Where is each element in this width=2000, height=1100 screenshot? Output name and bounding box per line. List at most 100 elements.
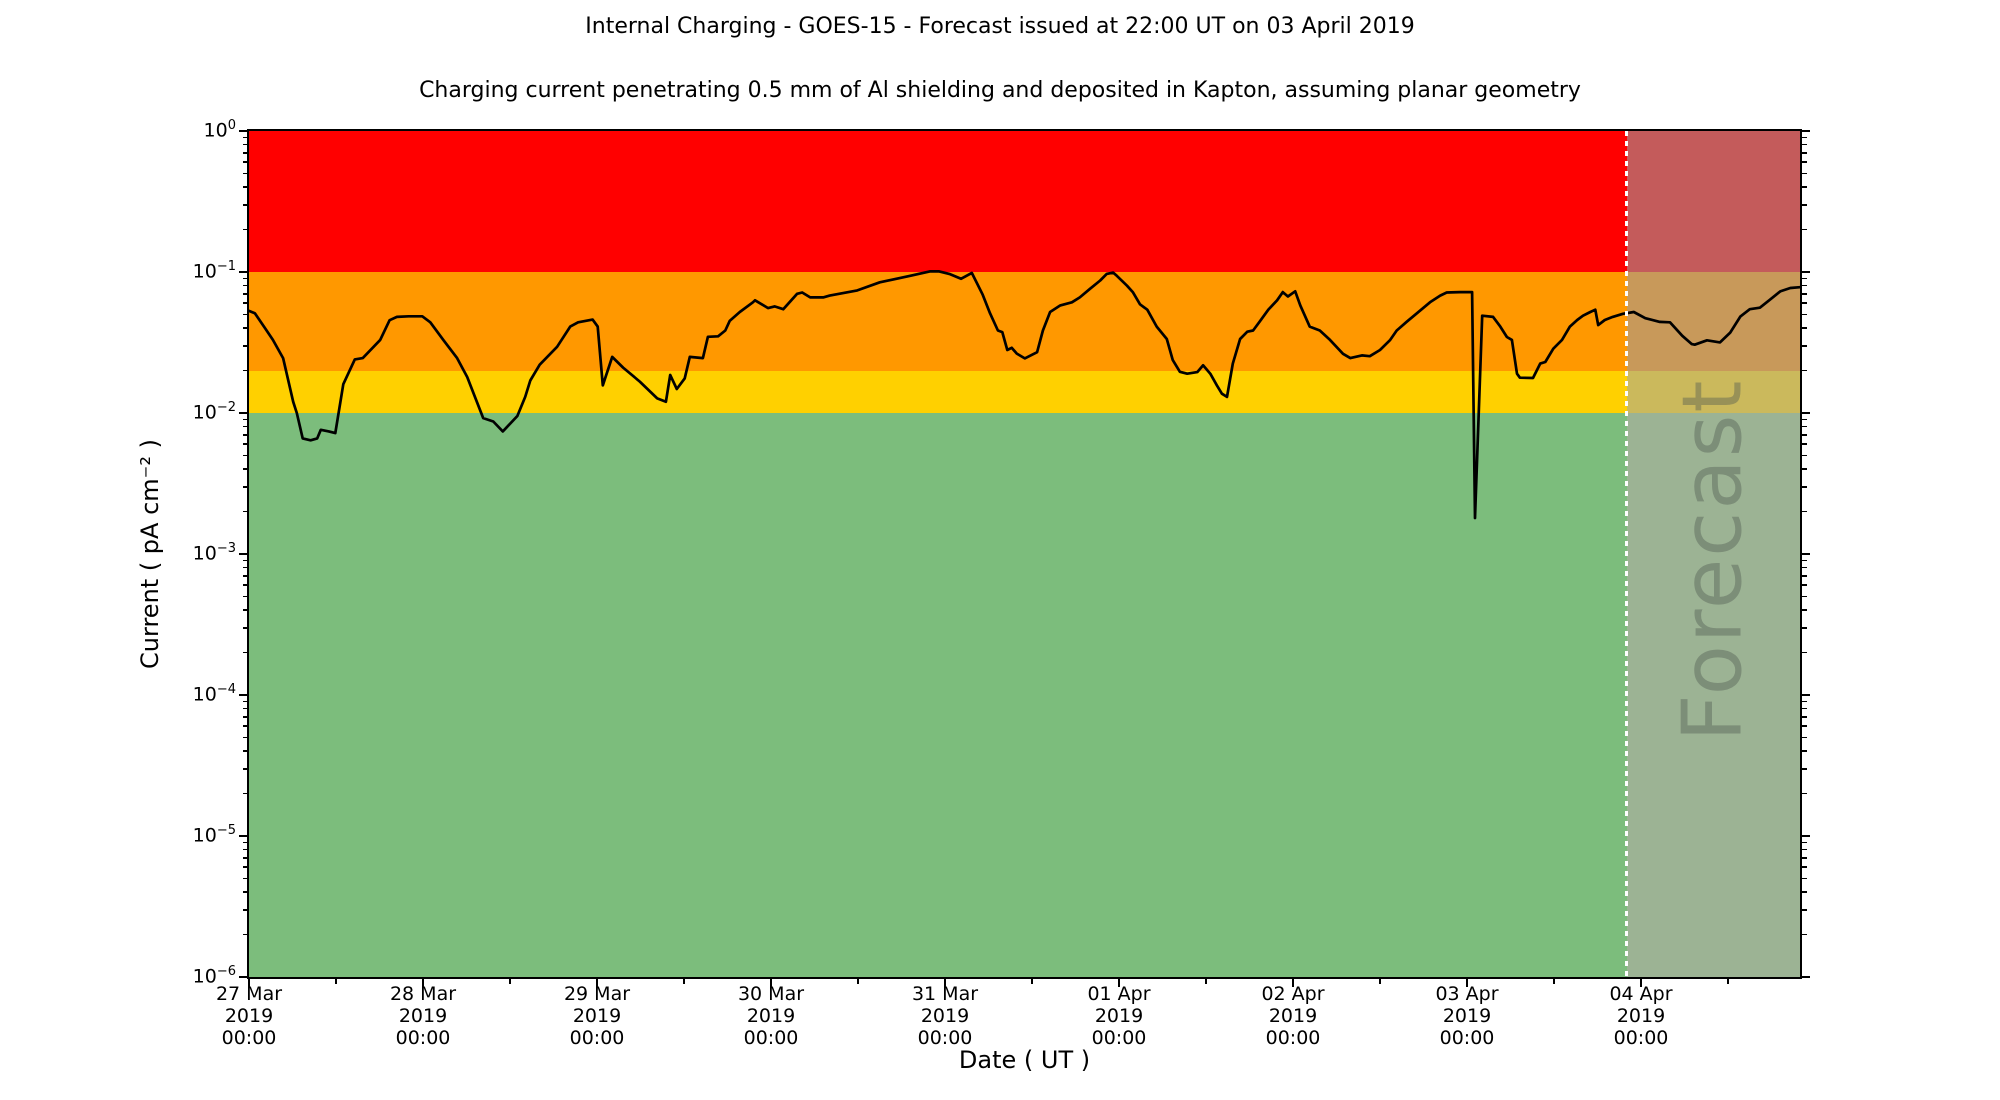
y-minor-tick-right [1802,302,1807,305]
y-minor-tick-right [1802,725,1807,728]
y-minor-tick [242,891,247,893]
y-minor-tick [242,736,247,739]
y-minor-tick-right [1802,857,1807,859]
y-tick-label: 10−3 [192,541,236,565]
y-minor-tick-right [1802,277,1807,280]
x-major-tick [944,979,946,987]
current-data-line [247,270,1802,520]
y-minor-tick [242,626,247,629]
y-tick-label: 10−2 [192,400,236,424]
y-minor-tick-right [1802,792,1807,795]
x-minor-tick [509,979,511,984]
band-red-forecast [1626,131,1800,272]
x-minor-tick [1553,979,1555,984]
y-minor-tick-right [1802,172,1807,175]
y-minor-tick-right [1802,700,1807,703]
x-major-tick [422,979,424,987]
y-minor-tick-right [1802,510,1807,513]
y-minor-tick-right [1802,293,1807,295]
y-minor-tick-right [1802,575,1807,577]
band-orange [249,272,1627,371]
x-major-tick [1466,979,1468,987]
y-minor-tick [242,454,247,457]
y-minor-tick-right [1802,186,1807,188]
y-tick-label: 10−4 [192,682,236,706]
y-minor-tick-right [1802,933,1807,936]
y-minor-tick [242,866,247,869]
x-tick-label: 31 Mar 2019 00:00 [911,983,979,1049]
y-tick-label: 10−5 [192,823,236,847]
y-minor-tick [242,284,247,287]
forecast-divider-line [1625,131,1628,977]
y-minor-tick [242,725,247,728]
x-minor-tick [1379,979,1381,984]
y-minor-tick [242,595,247,598]
y-minor-tick-right [1802,767,1807,770]
x-axis-label: Date ( UT ) [958,1046,1091,1074]
y-minor-tick [242,767,247,770]
plot-area: Forecast [239,129,1810,987]
y-minor-tick [242,510,247,513]
y-minor-tick-right [1802,369,1807,372]
y-minor-tick [242,434,247,436]
band-yellow-forecast [1626,370,1800,413]
y-minor-tick-right [1802,848,1807,851]
y-minor-tick [242,566,247,569]
y-major-tick-right [1802,412,1810,414]
x-major-tick [1118,979,1120,987]
y-minor-tick-right [1802,327,1807,329]
y-minor-tick-right [1802,284,1807,287]
x-tick-label: 29 Mar 2019 00:00 [563,983,631,1049]
y-minor-tick [242,485,247,488]
x-tick-label: 03 Apr 2019 00:00 [1435,983,1499,1049]
y-minor-tick [242,877,247,880]
y-major-tick [239,694,247,696]
y-minor-tick-right [1802,559,1807,562]
y-minor-tick [242,908,247,911]
y-major-tick [239,412,247,414]
y-major-tick-right [1802,976,1810,978]
y-major-tick-right [1802,553,1810,555]
y-minor-tick-right [1802,485,1807,488]
y-major-tick [239,976,247,978]
y-minor-tick-right [1802,595,1807,598]
x-minor-tick [335,979,337,984]
y-minor-tick-right [1802,716,1807,718]
x-minor-tick [1031,979,1033,984]
y-minor-tick [242,313,247,316]
y-minor-tick [242,792,247,795]
y-minor-tick-right [1802,626,1807,629]
y-minor-tick [242,848,247,851]
y-minor-tick-right [1802,750,1807,752]
y-minor-tick [242,933,247,936]
x-minor-tick [683,979,685,984]
y-minor-tick [242,277,247,280]
y-major-tick-right [1802,130,1810,132]
y-tick-label: 100 [203,118,236,142]
y-minor-tick [242,425,247,428]
y-minor-tick [242,161,247,164]
y-minor-tick [242,609,247,611]
y-minor-tick-right [1802,152,1807,154]
y-major-tick [239,553,247,555]
band-green [249,413,1627,977]
chart-subtitle: Charging current penetrating 0.5 mm of A… [419,78,1581,103]
y-minor-tick-right [1802,584,1807,587]
x-major-tick [1640,979,1642,987]
y-minor-tick-right [1802,841,1807,844]
y-minor-tick-right [1802,651,1807,654]
y-minor-tick [242,136,247,139]
x-tick-label: 01 Apr 2019 00:00 [1087,983,1151,1049]
y-minor-tick [242,651,247,654]
y-minor-tick-right [1802,425,1807,428]
y-minor-tick [242,344,247,347]
y-minor-tick [242,172,247,175]
x-minor-tick [1727,979,1729,984]
y-minor-tick-right [1802,344,1807,347]
y-minor-tick-right [1802,891,1807,893]
y-minor-tick [242,228,247,231]
x-tick-label: 02 Apr 2019 00:00 [1261,983,1325,1049]
x-major-tick [1292,979,1294,987]
current-line-chart [247,270,1802,520]
